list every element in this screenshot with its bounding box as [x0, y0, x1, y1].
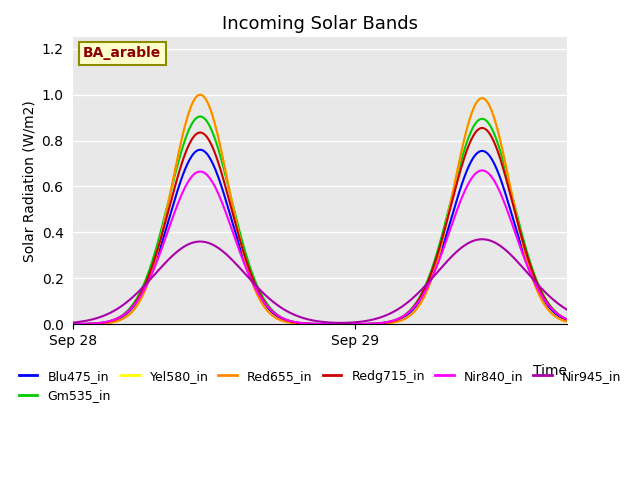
- Red655_in: [339, 321, 346, 327]
- Red655_in: [406, 312, 414, 318]
- Line: Blu475_in: Blu475_in: [74, 150, 637, 324]
- Nir840_in: [532, 284, 540, 289]
- Redg715_in: [340, 321, 348, 327]
- Yel580_in: [196, 92, 204, 97]
- Gm535_in: [532, 277, 540, 283]
- Legend: Blu475_in, Gm535_in, Yel580_in, Red655_in, Redg715_in, Nir840_in, Nir945_in: Blu475_in, Gm535_in, Yel580_in, Red655_i…: [13, 365, 627, 407]
- Blu475_in: [342, 321, 349, 327]
- Nir840_in: [634, 321, 640, 327]
- Redg715_in: [479, 125, 486, 131]
- Nir945_in: [340, 320, 348, 326]
- Gm535_in: [339, 321, 346, 327]
- Redg715_in: [374, 321, 382, 326]
- Nir840_in: [374, 320, 382, 326]
- Nir840_in: [479, 168, 486, 173]
- Yel580_in: [532, 287, 540, 292]
- Gm535_in: [406, 308, 414, 313]
- Line: Yel580_in: Yel580_in: [74, 95, 637, 324]
- Gm535_in: [634, 321, 640, 327]
- Line: Gm535_in: Gm535_in: [74, 117, 637, 324]
- Title: Incoming Solar Bands: Incoming Solar Bands: [222, 15, 418, 33]
- Gm535_in: [70, 321, 77, 327]
- Red655_in: [634, 321, 640, 327]
- Nir945_in: [70, 320, 77, 325]
- Nir945_in: [479, 236, 486, 242]
- Nir840_in: [405, 309, 413, 315]
- Redg715_in: [621, 321, 628, 327]
- Yel580_in: [376, 321, 383, 327]
- Yel580_in: [342, 321, 349, 327]
- Nir840_in: [340, 321, 348, 327]
- Line: Nir840_in: Nir840_in: [74, 170, 637, 324]
- Red655_in: [196, 92, 204, 97]
- Yel580_in: [621, 321, 628, 327]
- Blu475_in: [339, 321, 346, 327]
- Nir945_in: [337, 320, 345, 326]
- Yel580_in: [70, 321, 77, 327]
- Blu475_in: [406, 310, 414, 315]
- Blu475_in: [621, 321, 628, 327]
- Text: BA_arable: BA_arable: [83, 47, 161, 60]
- Redg715_in: [337, 321, 345, 327]
- Gm535_in: [376, 321, 383, 326]
- Red655_in: [342, 321, 349, 327]
- Yel580_in: [339, 321, 346, 327]
- Blu475_in: [634, 321, 640, 327]
- Nir840_in: [70, 321, 77, 327]
- Nir945_in: [532, 280, 540, 286]
- Blu475_in: [376, 321, 383, 326]
- Nir945_in: [405, 299, 413, 304]
- Gm535_in: [621, 321, 628, 327]
- Gm535_in: [342, 321, 349, 327]
- Nir840_in: [337, 321, 345, 327]
- Line: Nir945_in: Nir945_in: [74, 239, 637, 324]
- Red655_in: [532, 287, 540, 292]
- Yel580_in: [406, 312, 414, 318]
- Redg715_in: [634, 321, 640, 327]
- Red655_in: [70, 321, 77, 327]
- Blu475_in: [70, 321, 77, 327]
- Nir840_in: [621, 321, 628, 327]
- Redg715_in: [532, 279, 540, 285]
- Redg715_in: [70, 321, 77, 327]
- Nir945_in: [374, 315, 382, 321]
- Line: Red655_in: Red655_in: [74, 95, 637, 324]
- Nir945_in: [621, 321, 628, 326]
- Yel580_in: [634, 321, 640, 327]
- Text: Time: Time: [532, 364, 566, 378]
- Redg715_in: [405, 309, 413, 315]
- Red655_in: [376, 321, 383, 327]
- Nir945_in: [634, 321, 640, 327]
- Red655_in: [621, 321, 628, 327]
- Blu475_in: [196, 147, 204, 153]
- Y-axis label: Solar Radiation (W/m2): Solar Radiation (W/m2): [22, 100, 36, 262]
- Gm535_in: [196, 114, 204, 120]
- Blu475_in: [532, 284, 540, 290]
- Line: Redg715_in: Redg715_in: [74, 128, 637, 324]
